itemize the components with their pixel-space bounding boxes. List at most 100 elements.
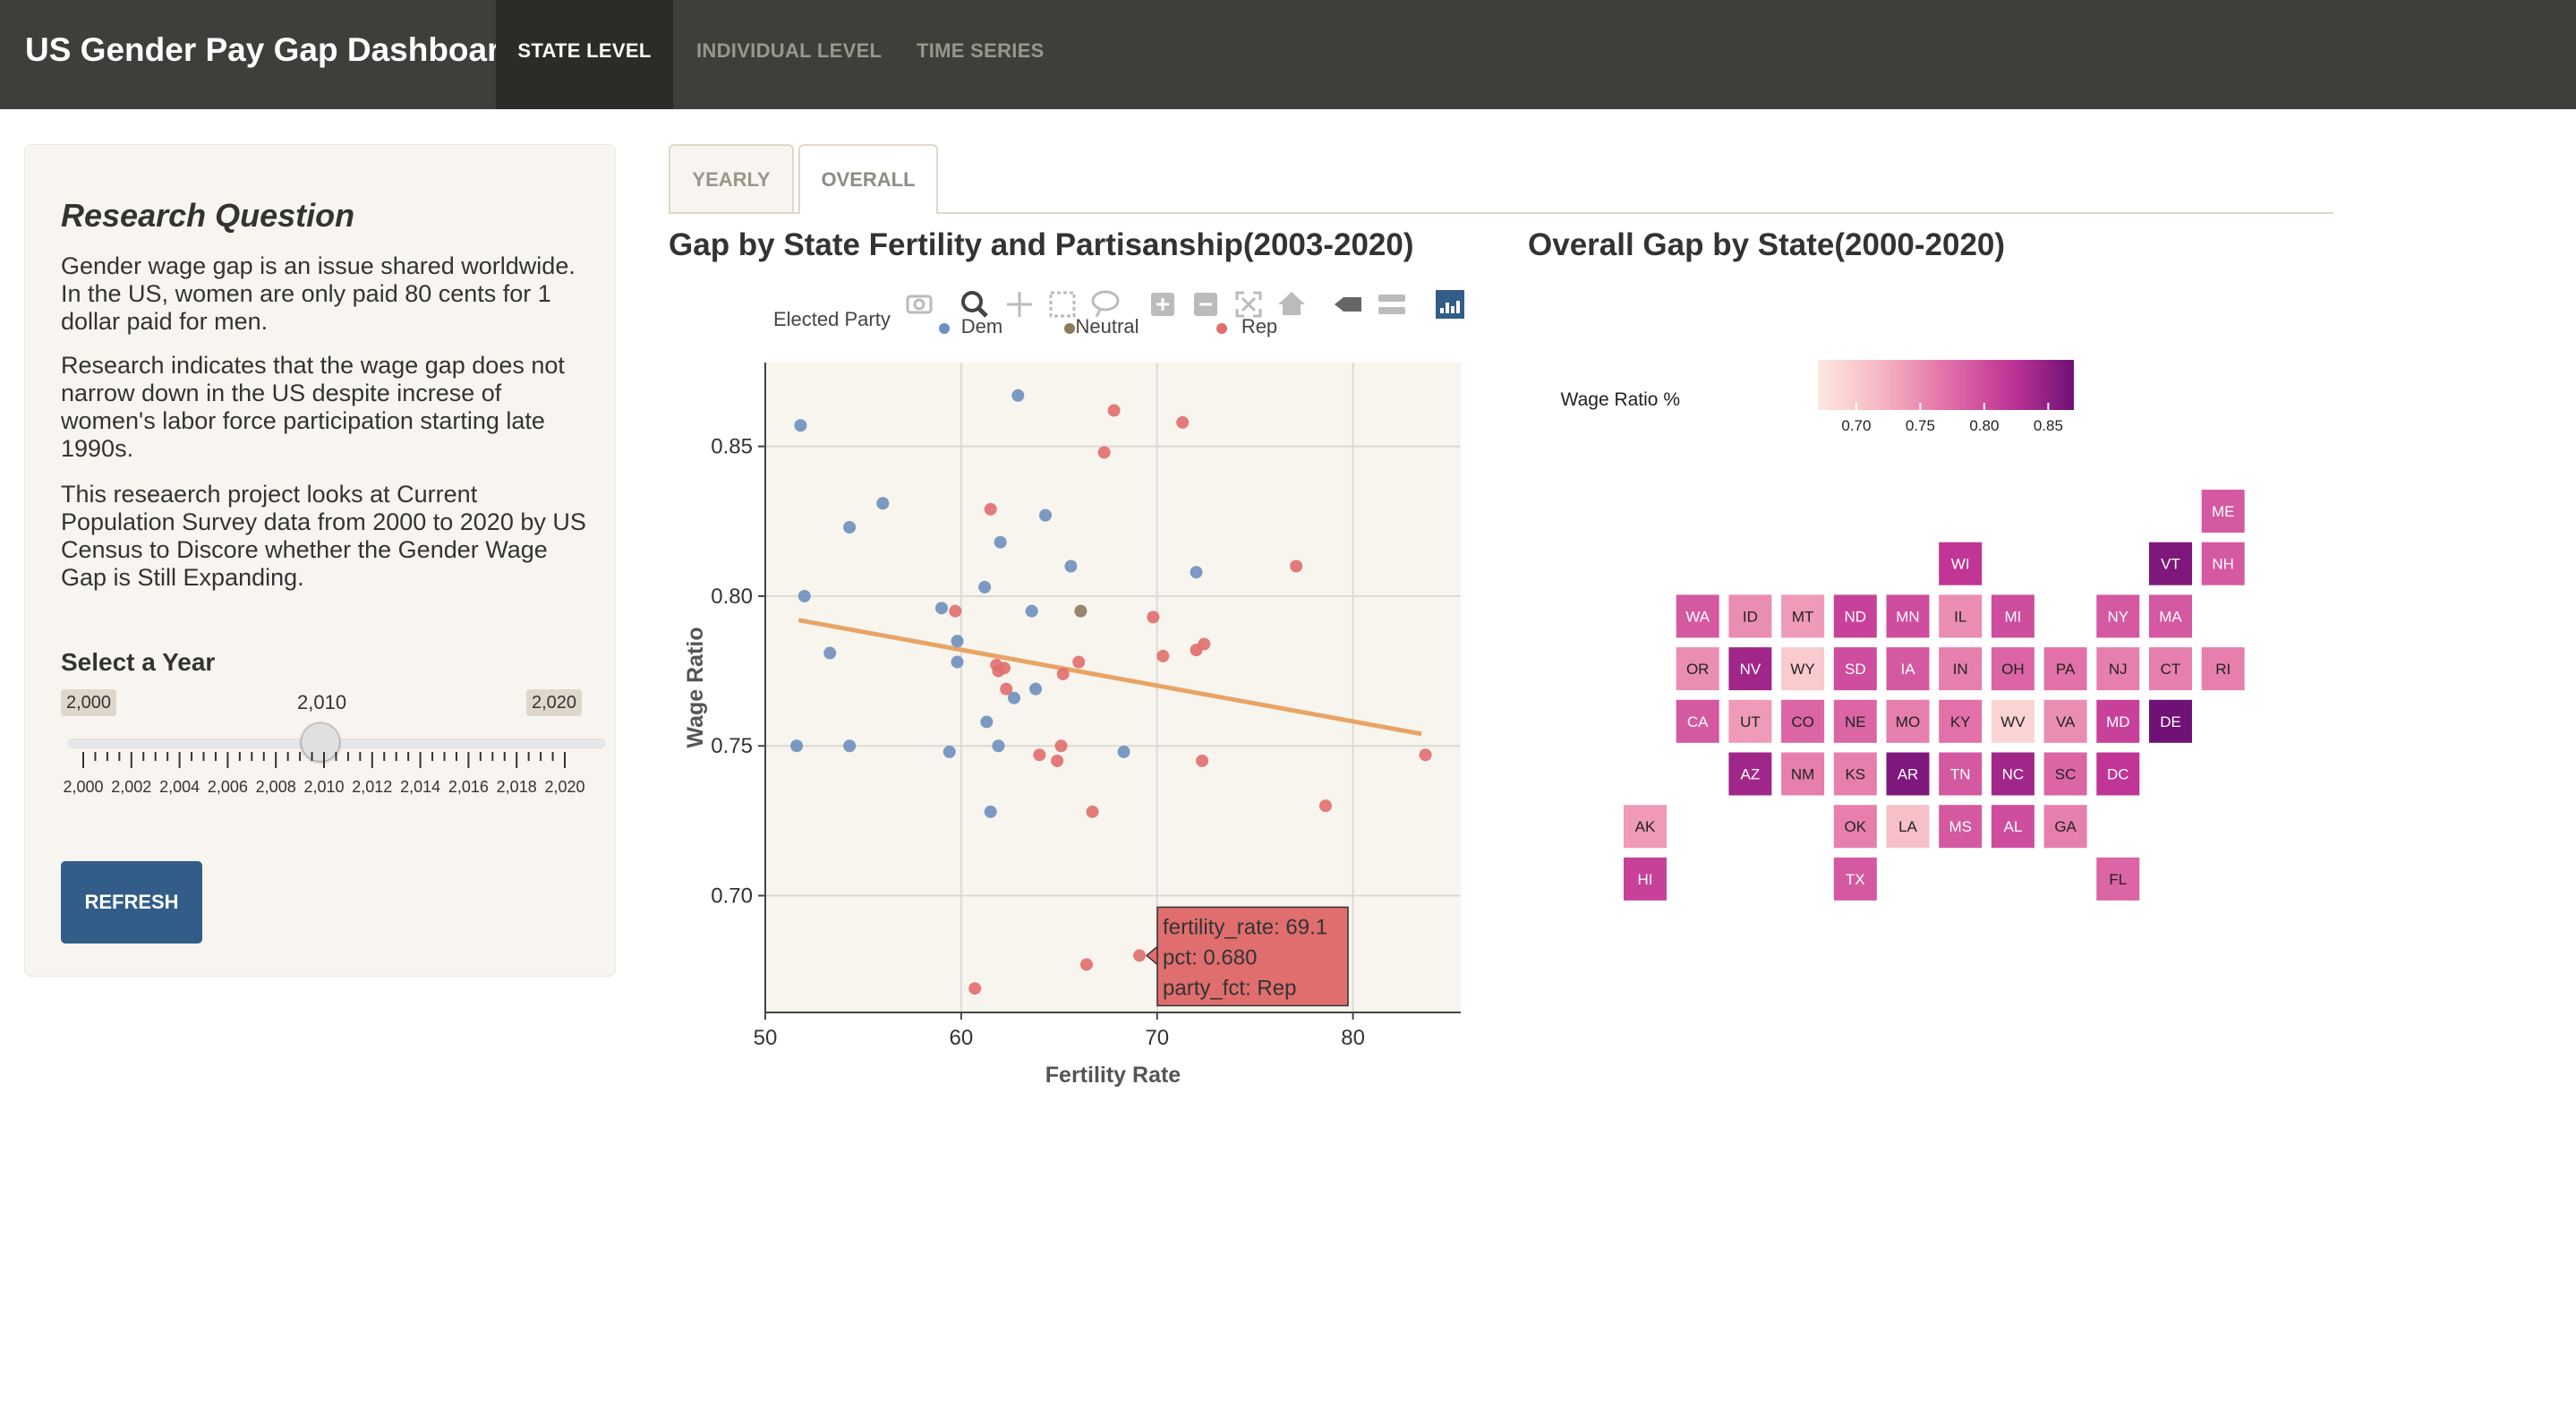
point-neutral[interactable] (1074, 604, 1088, 618)
state-tile-wa[interactable]: WA (1676, 594, 1719, 638)
legend-marker-dem[interactable] (939, 323, 950, 334)
point-dem[interactable] (1038, 508, 1052, 522)
state-tile-md[interactable]: MD (2096, 699, 2140, 743)
legend-label-neutral[interactable]: Neutral (1076, 315, 1139, 337)
state-tile-ia[interactable]: IA (1886, 647, 1930, 691)
compare-hover-icon[interactable] (1378, 295, 1405, 314)
state-tile-mo[interactable]: MO (1886, 699, 1930, 743)
point-rep[interactable] (1176, 415, 1190, 429)
point-dem[interactable] (934, 602, 948, 615)
zoom-in-icon[interactable] (1151, 293, 1174, 316)
legend-label-rep[interactable]: Rep (1241, 315, 1277, 337)
state-tile-tn[interactable]: TN (1939, 752, 1983, 796)
zoom-out-icon[interactable] (1194, 293, 1217, 316)
point-rep[interactable] (1086, 805, 1099, 818)
state-tile-az[interactable]: AZ (1728, 752, 1772, 796)
state-tile-ky[interactable]: KY (1939, 699, 1983, 743)
state-tile-tx[interactable]: TX (1833, 857, 1877, 901)
point-rep[interactable] (1107, 404, 1121, 417)
point-rep[interactable] (1056, 667, 1070, 680)
state-tile-wi[interactable]: WI (1939, 542, 1983, 585)
state-tile-nj[interactable]: NJ (2096, 647, 2140, 691)
pan-icon[interactable] (1007, 292, 1032, 317)
point-rep[interactable] (1318, 799, 1332, 813)
point-dem[interactable] (876, 497, 890, 510)
state-tile-oh[interactable]: OH (1991, 647, 2034, 691)
point-rep[interactable] (1196, 754, 1209, 767)
point-dem[interactable] (994, 535, 1007, 549)
tab-overall[interactable]: OVERALL (798, 144, 938, 214)
point-rep[interactable] (1054, 739, 1068, 753)
point-dem[interactable] (823, 646, 837, 660)
point-dem[interactable] (1007, 691, 1020, 704)
autoscale-icon[interactable] (1235, 291, 1262, 318)
state-tile-co[interactable]: CO (1781, 699, 1825, 743)
scatter-chart[interactable]: Elected Party Dem Neutral Rep 50 60 70 80 0.70… (669, 278, 1483, 1101)
nav-tab-individual-level[interactable]: INDIVIDUAL LEVEL (696, 39, 883, 62)
point-dem[interactable] (943, 745, 956, 758)
legend-marker-neutral[interactable] (1064, 323, 1075, 334)
state-tile-me[interactable]: ME (2201, 490, 2245, 533)
plotly-logo-icon[interactable] (1436, 290, 1464, 319)
point-dem[interactable] (984, 805, 997, 818)
point-dem[interactable] (1190, 566, 1203, 579)
point-dem[interactable] (1064, 559, 1078, 573)
state-tile-ny[interactable]: NY (2096, 594, 2140, 638)
lasso-icon[interactable] (1091, 290, 1120, 318)
state-tile-in[interactable]: IN (1939, 647, 1983, 691)
point-rep[interactable] (1198, 637, 1211, 651)
state-tile-nh[interactable]: NH (2201, 542, 2245, 585)
point-rep[interactable] (1147, 611, 1160, 624)
tab-yearly[interactable]: YEARLY (669, 144, 794, 212)
state-tile-wy[interactable]: WY (1781, 647, 1825, 691)
legend-label-dem[interactable]: Dem (961, 315, 1002, 337)
state-tile-nc[interactable]: NC (1991, 752, 2034, 796)
box-select-icon[interactable] (1049, 291, 1076, 318)
state-tile-ga[interactable]: GA (2043, 805, 2087, 849)
state-tile-va[interactable]: VA (2043, 699, 2087, 743)
state-tile-ne[interactable]: NE (1833, 699, 1877, 743)
year-slider-handle[interactable] (301, 722, 340, 762)
point-dem[interactable] (1117, 745, 1130, 758)
state-tile-mi[interactable]: MI (1991, 594, 2034, 638)
legend-marker-rep[interactable] (1216, 323, 1227, 334)
camera-icon[interactable] (906, 295, 933, 314)
state-tile-de[interactable]: DE (2149, 699, 2192, 743)
state-tile-ut[interactable]: UT (1728, 699, 1772, 743)
state-tile-nv[interactable]: NV (1728, 647, 1772, 691)
point-dem[interactable] (1029, 682, 1043, 696)
point-dem[interactable] (992, 739, 1005, 753)
point-dem[interactable] (951, 655, 964, 669)
point-rep[interactable] (1290, 559, 1303, 573)
reset-axes-icon[interactable] (1278, 292, 1305, 315)
state-tile-or[interactable]: OR (1676, 647, 1719, 691)
state-tile-ma[interactable]: MA (2149, 594, 2192, 638)
zoom-icon[interactable] (961, 291, 988, 318)
point-rep[interactable] (1156, 649, 1170, 662)
point-rep[interactable] (998, 662, 1011, 675)
state-tile-ct[interactable]: CT (2149, 647, 2192, 691)
point-rep[interactable] (968, 982, 982, 995)
state-tile-map[interactable]: Wage Ratio % 0.70 0.75 0.80 0.85 ME WI VT NH WA… (1528, 340, 2423, 913)
point-rep[interactable] (1419, 748, 1432, 762)
state-tile-ks[interactable]: KS (1833, 752, 1877, 796)
state-tile-sc[interactable]: SC (2043, 752, 2087, 796)
point-dem[interactable] (794, 419, 807, 432)
state-tile-nd[interactable]: ND (1833, 594, 1877, 638)
state-tile-wv[interactable]: WV (1991, 699, 2034, 743)
point-dem[interactable] (978, 580, 992, 593)
point-rep[interactable] (1033, 748, 1046, 762)
state-tile-il[interactable]: IL (1939, 594, 1983, 638)
refresh-button[interactable]: REFRESH (61, 861, 202, 944)
state-tile-vt[interactable]: VT (2149, 542, 2192, 585)
point-dem[interactable] (951, 635, 964, 648)
state-tile-hi[interactable]: HI (1624, 857, 1667, 901)
state-tile-id[interactable]: ID (1728, 594, 1772, 638)
state-tile-ar[interactable]: AR (1886, 752, 1930, 796)
point-dem[interactable] (843, 739, 857, 753)
spike-lines-icon[interactable] (1335, 297, 1361, 312)
point-rep[interactable] (984, 502, 997, 516)
point-rep[interactable] (1072, 655, 1086, 669)
state-tile-pa[interactable]: PA (2043, 647, 2087, 691)
state-tile-al[interactable]: AL (1991, 805, 2034, 849)
